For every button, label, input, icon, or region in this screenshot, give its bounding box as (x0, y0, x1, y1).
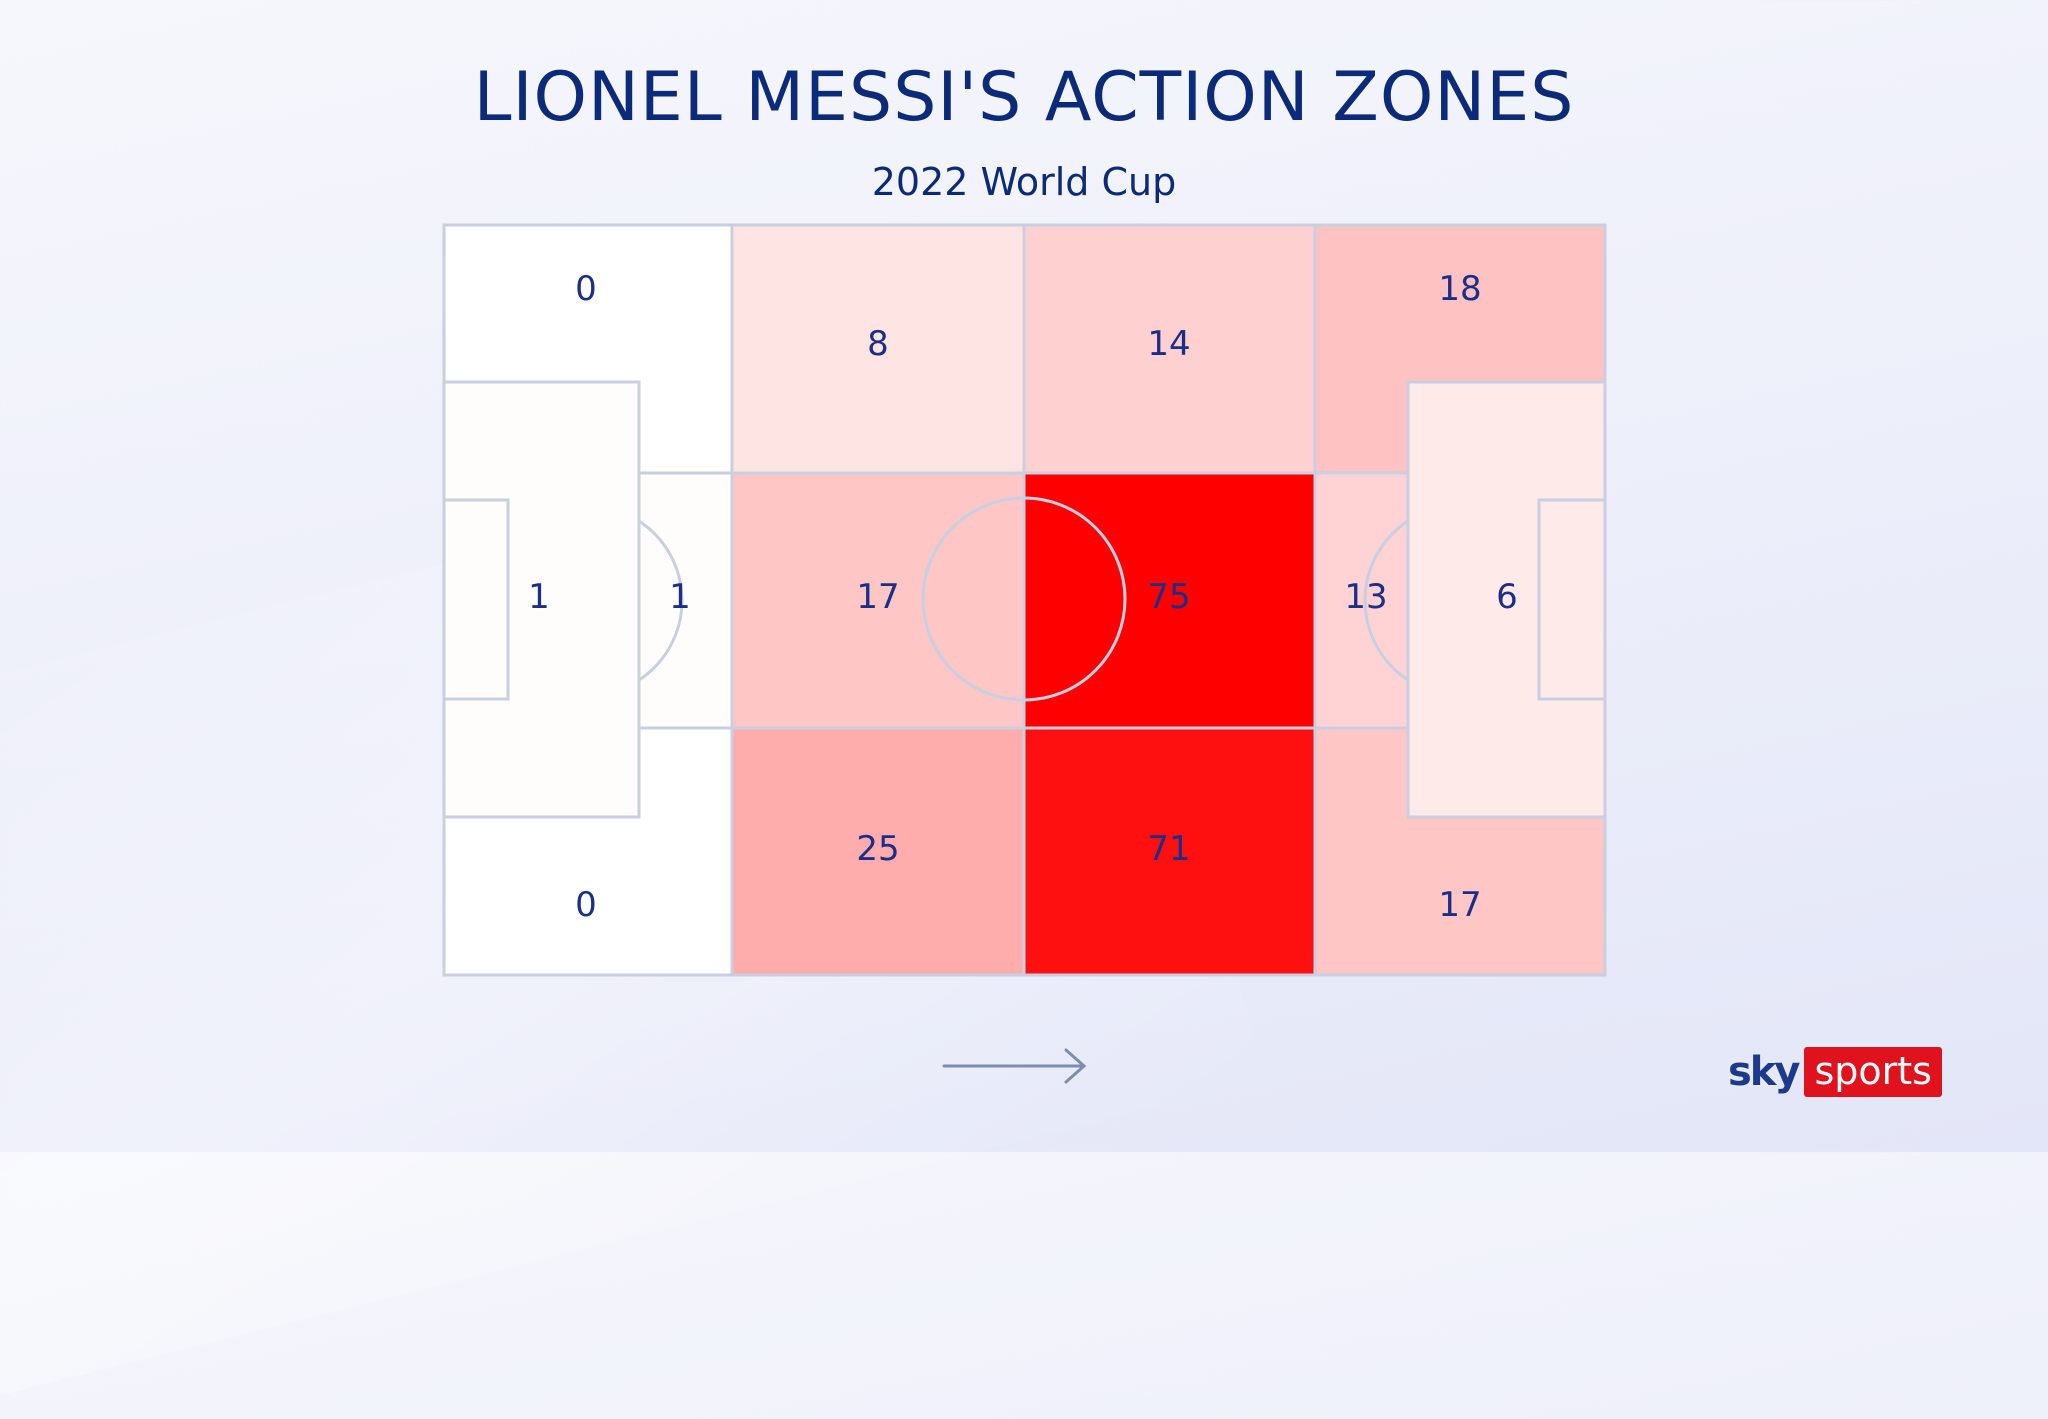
zone-label-defensive-third-box-edge: 1 (669, 577, 691, 617)
zone-label-defensive-third-right-wing: 0 (575, 885, 597, 925)
zone-fills (444, 225, 1605, 975)
zone-final-third-box-edge (1315, 473, 1408, 728)
zone-opp-half-right-wing (1024, 728, 1315, 975)
sky-sports-logo: sky sports (1728, 1047, 1942, 1097)
direction-arrow (942, 1048, 1087, 1084)
logo-sports-text: sports (1804, 1047, 1942, 1097)
zone-label-final-third-right-wing: 17 (1438, 885, 1481, 925)
left-penalty-arc (638, 519, 684, 682)
zone-defensive-third-box-edge (640, 473, 732, 728)
zone-label-own-half-left-wing: 8 (867, 324, 889, 364)
zone-final-third-right-wing (1315, 728, 1605, 975)
zone-final-third-box (1408, 382, 1605, 817)
zone-opp-half-centre (1024, 473, 1315, 728)
zone-label-final-third-box-edge: 13 (1344, 577, 1387, 617)
pitch-heatmap: 0 1 1 0 8 17 25 14 75 71 18 13 6 17 (442, 223, 1607, 1084)
zone-opp-half-left-wing (1024, 225, 1315, 473)
zone-label-final-third-left-wing: 18 (1438, 269, 1481, 309)
zone-label-own-half-right-wing: 25 (856, 829, 899, 869)
zone-defensive-third-right-wing (444, 728, 732, 975)
zone-label-defensive-third-left-wing: 0 (575, 269, 597, 309)
zone-labels: 0 1 1 0 8 17 25 14 75 71 18 13 6 17 (528, 269, 1518, 925)
centre-circle (921, 496, 1127, 702)
zone-label-opp-half-centre: 75 (1147, 577, 1190, 617)
zone-own-half-left-wing (732, 225, 1024, 473)
zone-defensive-third-box (444, 382, 640, 817)
zone-defensive-third-left-wing (444, 225, 732, 473)
zone-final-third-left-wing (1315, 225, 1605, 473)
zone-own-half-centre (732, 473, 1024, 728)
pitch-markings (442, 223, 1607, 977)
zone-label-own-half-centre: 17 (856, 577, 899, 617)
zone-label-opp-half-left-wing: 14 (1147, 324, 1190, 364)
zone-own-half-right-wing (732, 728, 1024, 975)
zone-label-defensive-third-box: 1 (528, 577, 550, 617)
right-six-yard-box (1537, 498, 1607, 701)
zone-label-opp-half-right-wing: 71 (1147, 829, 1190, 869)
logo-sky-text: sky (1728, 1049, 1800, 1095)
chart-subtitle: 2022 World Cup (871, 160, 1177, 204)
left-six-yard-box (442, 498, 510, 701)
chart-title: LIONEL MESSI'S ACTION ZONES (473, 58, 1575, 137)
right-penalty-arc (1363, 519, 1409, 682)
zone-label-final-third-box: 6 (1496, 577, 1518, 617)
